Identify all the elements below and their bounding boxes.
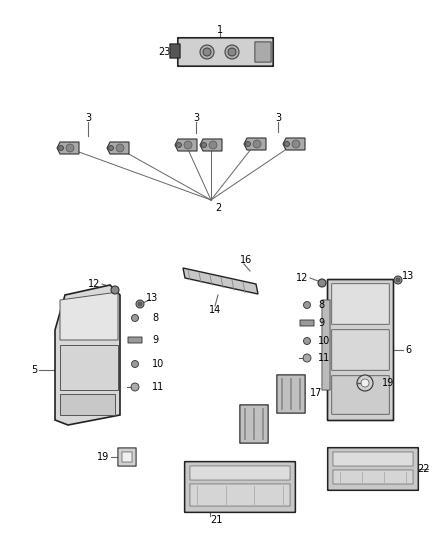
Circle shape [225, 45, 239, 59]
Circle shape [200, 45, 214, 59]
FancyBboxPatch shape [322, 300, 330, 390]
Text: 3: 3 [193, 113, 199, 123]
FancyBboxPatch shape [255, 42, 271, 62]
Text: 12: 12 [88, 279, 100, 289]
Circle shape [292, 140, 300, 148]
Text: 9: 9 [152, 335, 158, 345]
Circle shape [246, 141, 251, 147]
Text: 17: 17 [310, 388, 322, 398]
Polygon shape [200, 139, 222, 151]
Circle shape [361, 379, 369, 387]
Text: 10: 10 [318, 336, 330, 346]
FancyBboxPatch shape [277, 375, 305, 413]
Polygon shape [107, 142, 129, 154]
Text: 11: 11 [152, 382, 164, 392]
Circle shape [285, 141, 290, 147]
Circle shape [111, 286, 119, 294]
Circle shape [394, 276, 402, 284]
Text: 11: 11 [318, 353, 330, 363]
FancyBboxPatch shape [332, 330, 389, 370]
Circle shape [203, 48, 211, 56]
FancyBboxPatch shape [333, 470, 413, 484]
Text: 2: 2 [215, 203, 221, 213]
Circle shape [304, 302, 311, 309]
Circle shape [303, 354, 311, 362]
Circle shape [138, 302, 142, 306]
Text: 3: 3 [275, 113, 281, 123]
Text: 14: 14 [209, 305, 221, 315]
Circle shape [59, 146, 64, 150]
Circle shape [131, 360, 138, 367]
Polygon shape [57, 142, 79, 154]
Circle shape [357, 375, 373, 391]
FancyBboxPatch shape [122, 452, 132, 462]
FancyBboxPatch shape [128, 337, 142, 343]
Polygon shape [55, 285, 120, 425]
Text: 1: 1 [217, 25, 223, 35]
Text: 9: 9 [318, 318, 324, 328]
FancyBboxPatch shape [190, 484, 290, 506]
Text: 13: 13 [402, 271, 414, 281]
FancyBboxPatch shape [185, 462, 295, 512]
Circle shape [109, 146, 113, 150]
Text: 3: 3 [85, 113, 91, 123]
Text: 8: 8 [318, 300, 324, 310]
Circle shape [253, 140, 261, 148]
Text: 5: 5 [31, 365, 37, 375]
FancyBboxPatch shape [332, 376, 389, 414]
Text: 6: 6 [405, 345, 411, 355]
Circle shape [136, 300, 144, 308]
Polygon shape [244, 138, 266, 150]
Text: 13: 13 [146, 293, 158, 303]
Circle shape [66, 144, 74, 152]
Circle shape [209, 141, 217, 149]
Text: 22: 22 [417, 464, 430, 474]
Circle shape [318, 279, 326, 287]
FancyBboxPatch shape [170, 44, 180, 58]
Text: 10: 10 [152, 359, 164, 369]
Circle shape [116, 144, 124, 152]
Polygon shape [175, 139, 197, 151]
Text: 21: 21 [210, 515, 223, 525]
Circle shape [396, 278, 400, 282]
Circle shape [131, 314, 138, 321]
Text: 8: 8 [152, 313, 158, 323]
Text: 19: 19 [97, 452, 109, 462]
Circle shape [228, 48, 236, 56]
Text: 16: 16 [240, 255, 252, 265]
Circle shape [131, 383, 139, 391]
FancyBboxPatch shape [328, 448, 418, 490]
Polygon shape [183, 268, 258, 294]
Circle shape [177, 142, 181, 148]
Circle shape [184, 141, 192, 149]
Circle shape [304, 337, 311, 344]
FancyBboxPatch shape [190, 466, 290, 480]
Polygon shape [60, 292, 118, 340]
Text: 12: 12 [296, 273, 308, 283]
FancyBboxPatch shape [240, 405, 268, 443]
Polygon shape [60, 394, 115, 415]
Polygon shape [283, 138, 305, 150]
FancyBboxPatch shape [178, 38, 273, 66]
Polygon shape [60, 345, 118, 390]
Circle shape [201, 142, 206, 148]
FancyBboxPatch shape [333, 452, 413, 466]
Text: 23: 23 [159, 47, 171, 57]
FancyBboxPatch shape [332, 284, 389, 324]
FancyBboxPatch shape [118, 448, 136, 466]
Text: 19: 19 [382, 378, 394, 388]
FancyBboxPatch shape [328, 279, 393, 421]
FancyBboxPatch shape [300, 320, 314, 326]
